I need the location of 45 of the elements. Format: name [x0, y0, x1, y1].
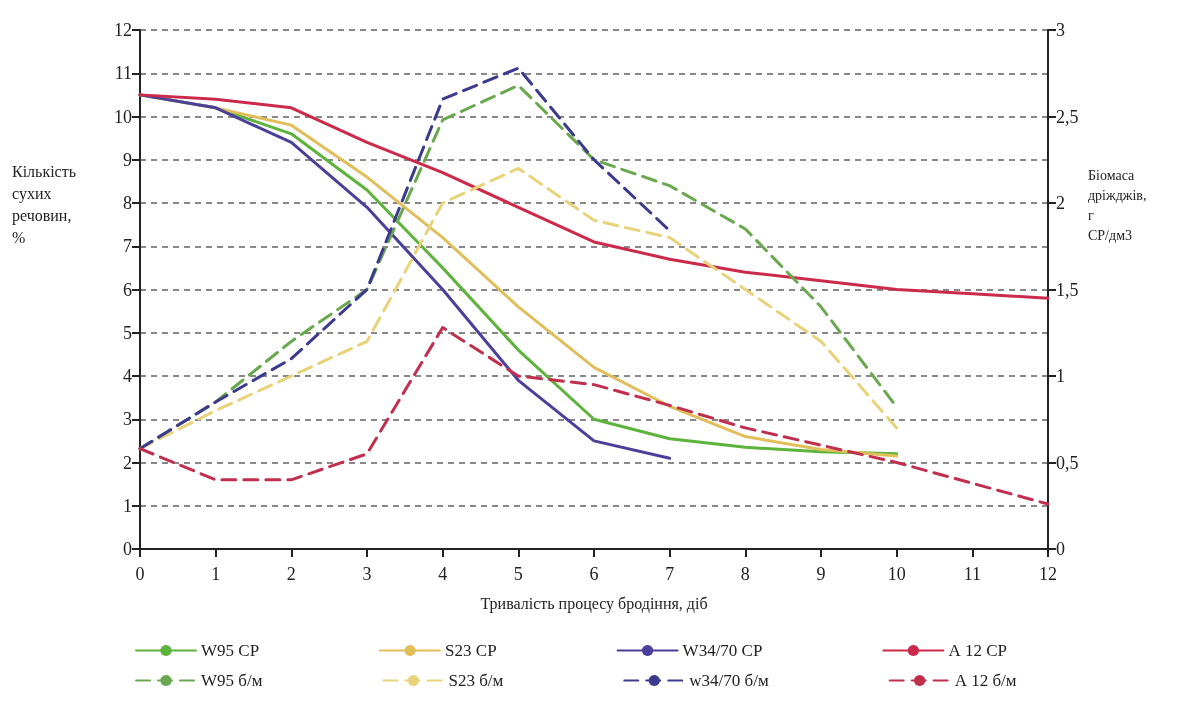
y-tick-label: 12 [114, 20, 132, 40]
x-tick-label: 9 [816, 564, 826, 584]
x-tick-label: 6 [589, 564, 599, 584]
legend-label: S23 СР [445, 641, 497, 660]
legend-label: W95 б/м [201, 671, 263, 690]
legend-label: W95 СР [201, 641, 260, 660]
line-series [138, 93, 1050, 300]
y-tick-label: 11 [114, 63, 132, 84]
y2-axis-title: Біомаса дріжджів, г СР/дм3 [1088, 167, 1147, 243]
legend-label: S23 б/м [448, 671, 504, 690]
y-tick-label: 4 [123, 366, 132, 386]
x-tick-label: 11 [963, 564, 982, 584]
y-tick-label: 6 [123, 279, 132, 300]
y2-tick-label: 2 [1056, 193, 1065, 213]
x-tick-label: 7 [665, 564, 675, 584]
y2-tick-label: 3 [1056, 20, 1065, 40]
x-tick-label: 8 [740, 564, 750, 584]
x-tick-label: 10 [887, 564, 906, 584]
y2-tick-label: 1,5 [1056, 279, 1079, 300]
y2-tick-label: 1 [1056, 366, 1065, 386]
y-tick-label: 9 [123, 149, 132, 170]
legend-label: W34/70 СР [682, 641, 763, 660]
y2-tick-label: 0 [1056, 539, 1065, 559]
legend-label: w34/70 б/м [689, 671, 769, 690]
y-tick-label: 2 [123, 452, 132, 473]
y-tick-label: 10 [114, 106, 132, 127]
y2-tick-label: 0,5 [1056, 452, 1079, 473]
x-tick-label: 12 [1039, 564, 1057, 584]
x-tick-label: 2 [286, 564, 296, 584]
y-tick-label: 3 [123, 409, 132, 430]
y2-tick-label: 2,5 [1056, 106, 1079, 127]
x-axis-title: Тривалість процесу бродіння, діб [480, 594, 708, 613]
x-tick-label: 1 [211, 564, 221, 584]
y-tick-label: 0 [123, 539, 132, 559]
legend-label: А 12 б/м [954, 671, 1017, 690]
x-tick-label: 3 [362, 564, 372, 584]
y-tick-label: 8 [123, 193, 132, 213]
y-tick-label: 7 [123, 236, 132, 257]
legend-label: А 12 СР [948, 641, 1007, 660]
y-axis-title: Кількість сухих речовин, % [12, 162, 77, 246]
line-series [138, 326, 1050, 506]
x-tick-label: 5 [513, 564, 523, 584]
y-tick-label: 5 [123, 322, 132, 343]
x-tick-label: 4 [438, 564, 448, 584]
y-tick-label: 1 [123, 495, 132, 516]
